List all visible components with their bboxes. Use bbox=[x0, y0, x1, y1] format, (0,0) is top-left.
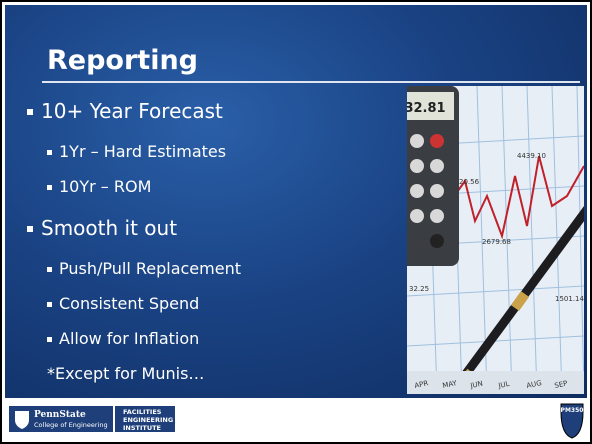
photo-text: 2679.68 bbox=[482, 238, 511, 246]
bullet bbox=[27, 109, 33, 115]
bullet-text: 1Yr – Hard Estimates bbox=[59, 142, 226, 161]
bullet bbox=[27, 226, 33, 232]
bullet bbox=[47, 185, 52, 190]
logo-text: INSTITUTE bbox=[123, 424, 161, 432]
bullet bbox=[47, 150, 52, 155]
bullet bbox=[47, 337, 52, 342]
bullet-text: Smooth it out bbox=[41, 216, 177, 240]
footer-graphics: PennState College of Engineering FACILIT… bbox=[5, 400, 587, 440]
footer: PennState College of Engineering FACILIT… bbox=[5, 400, 587, 440]
bullet bbox=[47, 267, 52, 272]
note: *Except for Munis… bbox=[47, 364, 204, 383]
stock-photo: 32.81 4439.10 20.56 2679.68 1501.14 32.2… bbox=[407, 86, 584, 394]
bullet-text: Push/Pull Replacement bbox=[59, 259, 241, 278]
photo-text: 32.25 bbox=[409, 285, 429, 293]
bullet-text: Allow for Inflation bbox=[59, 329, 199, 348]
photo-text: 32.81 bbox=[407, 101, 446, 116]
bullet bbox=[47, 302, 52, 307]
logo-text: FACILITIES bbox=[123, 408, 162, 416]
slide-background: Reporting 10+ Year Forecast 1Yr – Hard E… bbox=[5, 5, 587, 398]
photo-content: 32.81 4439.10 20.56 2679.68 1501.14 32.2… bbox=[407, 86, 584, 394]
photo-text: 20.56 bbox=[459, 178, 480, 186]
photo-text: 4439.10 bbox=[517, 152, 546, 160]
bullet-text: 10Yr – ROM bbox=[59, 177, 151, 196]
bullet-text: 10+ Year Forecast bbox=[41, 99, 223, 123]
title-rule bbox=[42, 81, 580, 83]
photo-text: 1501.14 bbox=[555, 295, 584, 303]
badge-text: PM350 bbox=[561, 407, 584, 414]
bullet-text: Consistent Spend bbox=[59, 294, 199, 313]
logo-text: PennState bbox=[34, 410, 86, 420]
logo-text: ENGINEERING bbox=[123, 416, 173, 424]
slide: Reporting 10+ Year Forecast 1Yr – Hard E… bbox=[0, 0, 592, 444]
slide-title: Reporting bbox=[47, 45, 198, 76]
logo-text: College of Engineering bbox=[34, 421, 108, 429]
